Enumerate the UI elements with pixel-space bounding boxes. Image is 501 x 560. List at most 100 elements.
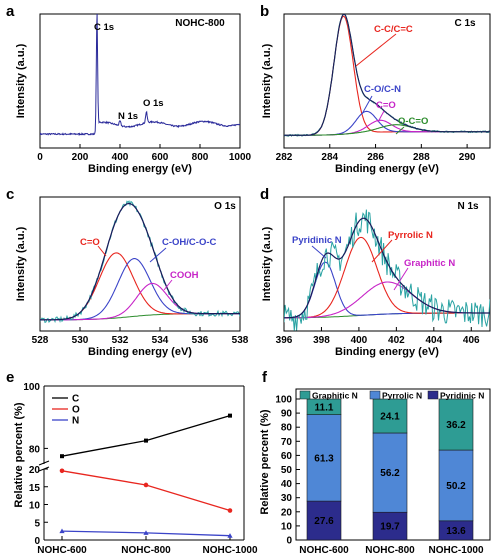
panel-e-point-N [227, 533, 233, 538]
panel-f-ytick-label: 90 [281, 409, 293, 420]
panel-b: b C 1s Binding energy (eV) Intensity (a.… [260, 3, 491, 175]
panel-e-ytick-label: 10 [29, 501, 41, 512]
panel-d-xtick-label: 398 [313, 335, 330, 346]
panel-a-xtick-label: 800 [192, 152, 209, 163]
panel-d-raw-curve [284, 209, 490, 331]
panel-e-point-N [143, 530, 149, 535]
panel-d-xlabel: Binding energy (eV) [335, 346, 439, 358]
panel-a-xtick-label: 0 [37, 152, 43, 163]
panel-b-co-label: C-O/C-N [364, 84, 401, 95]
panel-a-ylabel: Intensity (a.u.) [15, 43, 27, 118]
panel-f-bar-value-label: 50.2 [446, 481, 466, 492]
panel-f-ytick-label: 30 [281, 493, 293, 504]
panel-f-legend-swatch [369, 390, 381, 400]
panel-d-label: d [260, 186, 269, 203]
panel-b-xtick-label: 290 [459, 152, 476, 163]
panel-a-title: NOHC-800 [175, 18, 225, 29]
panel-f-bar-segment-pyrrolic-n [372, 432, 408, 513]
panel-f-bar-value-label: 11.1 [315, 402, 334, 413]
panel-c-fit-coh [40, 258, 240, 321]
panel-e-point-O [143, 482, 149, 488]
panel-b-ylabel: Intensity (a.u.) [261, 43, 273, 118]
panel-b-c_o-label: C=O [376, 100, 396, 111]
panel-c-frame [39, 196, 241, 332]
panel-a: a NOHC-800 Binding energy (eV) Intensity… [6, 3, 252, 175]
panel-c-cooh-label: COOH [170, 270, 199, 281]
panel-c-xtick-label: 538 [232, 335, 249, 346]
panel-f-bar-segment-graphitic-n [438, 398, 474, 451]
panel-c-ylabel: Intensity (a.u.) [15, 226, 27, 301]
panel-f-ylabel: Relative percent (%) [259, 409, 271, 514]
panel-f: f Relative percent (%) 0 10 20 30 40 50 60 70 80… [259, 369, 491, 556]
panel-f-label: f [262, 369, 268, 386]
panel-f-ytick-label: 0 [286, 536, 292, 547]
panel-f-ytick-label: 80 [281, 423, 293, 434]
panel-c-xtick-label: 530 [72, 335, 89, 346]
panel-b-xlabel: Binding energy (eV) [335, 163, 439, 175]
panel-c: c O 1s Binding energy (eV) Intensity (a.… [6, 186, 249, 358]
panel-f-ytick-label: 50 [281, 465, 293, 476]
panel-e-category-label: NOHC-800 [121, 545, 171, 556]
panel-b-xtick-label: 288 [413, 152, 430, 163]
panel-f-ytick-label: 70 [281, 437, 293, 448]
panel-d-pyridinic-arrow [311, 245, 327, 259]
panel-e-point-C [60, 454, 64, 459]
panel-d-xtick-label: 396 [276, 335, 293, 346]
panel-e-point-C [144, 438, 148, 443]
panel-d: d N 1s Binding energy (eV) Intensity (a.… [260, 186, 491, 358]
panel-b-xtick-label: 282 [276, 152, 293, 163]
panel-f-bar-value-label: 56.2 [380, 468, 400, 479]
panel-f-bar-segment-graphitic-n [306, 398, 342, 415]
panel-d-xtick-label: 406 [463, 335, 480, 346]
panel-a-label: a [6, 3, 15, 20]
panel-f-bar-segment-graphitic-n [372, 398, 408, 434]
panel-e-line-O [61, 470, 231, 512]
panel-f-bar-segment-pyrrolic-n [306, 414, 342, 502]
panel-c-xtick-label: 532 [112, 335, 129, 346]
panel-b-frame [283, 13, 491, 149]
panel-e: e Relative percent (%) 80 100 0 5 10 15 20 NOHC… [6, 369, 258, 556]
panel-e-legend-label-N: N [72, 416, 79, 427]
panel-e-line-C [61, 414, 231, 457]
panel-b-xtick-label: 284 [321, 152, 338, 163]
panel-c-coh-label: C-OH/C-O-C [162, 237, 216, 248]
panel-b-co-arrow [361, 95, 373, 115]
panel-d-envelope [284, 217, 490, 319]
panel-e-legend-label-O: O [72, 405, 80, 416]
panel-c-coh-arrow [149, 247, 167, 263]
panel-e-label: e [6, 369, 14, 386]
panel-e-ytick-label: 80 [29, 444, 41, 455]
panel-b-oco-label: O-C=O [398, 116, 428, 127]
panel-e-legend-label-C: C [72, 394, 79, 405]
panel-d-frame [283, 196, 491, 332]
panel-d-xtick-label: 404 [425, 335, 442, 346]
panel-a-xtick-label: 200 [72, 152, 89, 163]
panel-a-xtick-label: 1000 [229, 152, 252, 163]
panel-c-xlabel: Binding energy (eV) [88, 346, 192, 358]
panel-e-point-N [59, 528, 65, 534]
panel-e-category-label: NOHC-600 [37, 545, 87, 556]
panel-e-ytick-label: 0 [34, 536, 40, 547]
panel-f-category-label: NOHC-1000 [428, 545, 483, 556]
panel-d-graphitic-arrow [393, 267, 409, 291]
panel-b-cc-arrow [355, 33, 397, 67]
panel-c-cooh-arrow [163, 279, 173, 291]
panel-f-ytick-label: 40 [281, 479, 293, 490]
panel-a-o1s-label: O 1s [143, 98, 164, 109]
panel-f-bar-value-label: 13.6 [446, 526, 466, 537]
panel-f-ytick-label: 60 [281, 451, 293, 462]
panel-e-ytick-label: 100 [23, 382, 40, 393]
panel-f-bar-segment-pyridinic-n [306, 500, 342, 541]
panel-d-ylabel: Intensity (a.u.) [261, 226, 273, 301]
panel-d-xtick-label: 402 [388, 335, 405, 346]
panel-f-legend-label: Pyrrolic N [382, 391, 422, 401]
panel-f-bar-value-label: 36.2 [446, 420, 466, 431]
panel-f-ytick-label: 100 [275, 395, 292, 406]
panel-e-ytick-label: 20 [29, 465, 41, 476]
panel-a-c1s-label: C 1s [94, 22, 114, 33]
panel-c-envelope [40, 202, 240, 321]
panel-a-xlabel: Binding energy (eV) [88, 163, 192, 175]
panel-d-graphitic-label: Graphitic N [404, 258, 455, 269]
panel-a-survey-curve [40, 14, 240, 137]
